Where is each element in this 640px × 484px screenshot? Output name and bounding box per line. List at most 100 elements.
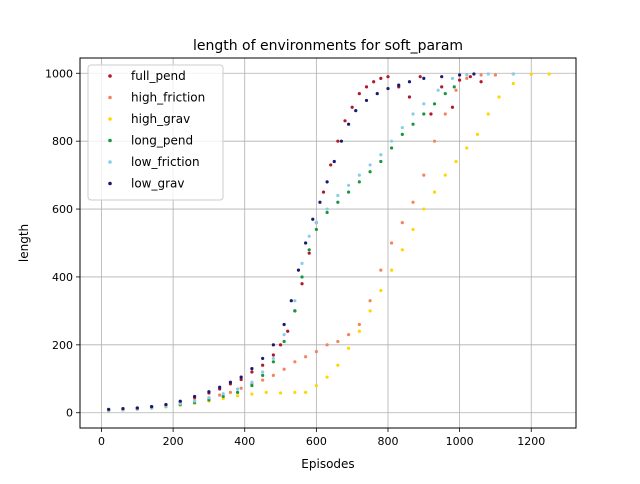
data-point — [397, 83, 401, 87]
data-point — [282, 333, 286, 337]
data-point — [375, 92, 379, 96]
data-point — [368, 163, 372, 167]
data-point — [400, 125, 404, 130]
data-point — [271, 373, 275, 377]
data-point — [389, 241, 394, 245]
data-point — [436, 88, 440, 92]
data-point — [300, 275, 304, 279]
data-point — [296, 268, 301, 272]
data-point — [325, 180, 329, 184]
y-tick-label: 1000 — [45, 67, 73, 80]
data-point — [261, 363, 265, 367]
data-point — [339, 139, 344, 143]
data-point — [368, 299, 372, 303]
y-tick-label: 0 — [66, 407, 73, 420]
series-low-grav — [107, 72, 476, 411]
data-point — [336, 200, 340, 204]
data-point — [452, 85, 456, 89]
data-point — [450, 105, 455, 109]
data-point — [400, 221, 404, 225]
data-point — [407, 95, 412, 99]
data-point — [497, 95, 501, 99]
data-point — [250, 392, 254, 396]
y-tick-label: 400 — [52, 271, 73, 284]
legend-entry: full_pend — [131, 69, 186, 83]
data-point — [107, 407, 111, 411]
data-point — [465, 73, 469, 77]
data-point — [300, 282, 304, 286]
data-point — [486, 72, 490, 76]
data-point — [454, 88, 458, 92]
data-point — [228, 390, 233, 394]
data-point — [458, 73, 462, 77]
data-point — [357, 173, 361, 177]
data-point — [454, 159, 458, 164]
y-axis-label: length — [17, 224, 31, 262]
data-point — [318, 200, 322, 204]
data-point — [432, 102, 437, 106]
data-point — [264, 390, 268, 394]
plot-frame — [79, 57, 577, 429]
data-point — [192, 394, 197, 399]
data-point — [418, 75, 422, 79]
data-point — [379, 76, 383, 80]
data-point — [325, 343, 329, 347]
data-point — [307, 248, 311, 252]
data-point — [411, 200, 415, 204]
data-point — [289, 299, 293, 303]
data-point — [304, 355, 308, 359]
data-point — [443, 112, 447, 116]
data-point — [493, 73, 498, 77]
data-point — [364, 85, 369, 89]
data-point — [282, 322, 286, 327]
data-point — [304, 241, 308, 245]
y-tick-label: 600 — [52, 203, 73, 216]
data-point — [325, 207, 329, 211]
data-point — [239, 386, 243, 390]
data-point — [261, 373, 265, 377]
data-point — [422, 173, 426, 177]
data-point — [357, 322, 361, 327]
data-point — [458, 78, 462, 82]
data-point — [400, 248, 404, 252]
data-point — [314, 350, 318, 354]
data-point — [293, 360, 297, 364]
data-point — [422, 207, 426, 211]
legend-box — [87, 64, 224, 201]
data-point — [332, 159, 336, 164]
legend-entry: high_grav — [131, 112, 190, 126]
data-point — [239, 377, 243, 382]
data-point — [411, 122, 415, 126]
data-point — [511, 81, 515, 86]
data-point — [379, 288, 383, 293]
legend-entry: low_friction — [131, 155, 200, 169]
data-point — [400, 132, 404, 136]
data-point — [164, 402, 168, 407]
data-point — [389, 268, 394, 272]
data-point — [450, 76, 455, 80]
data-point — [250, 383, 254, 388]
data-point — [368, 309, 372, 313]
data-point — [321, 190, 326, 194]
data-point — [192, 399, 197, 403]
legend-marker — [108, 138, 112, 143]
data-point — [511, 72, 515, 76]
y-axis-ticks: 0 200 400 600 800 1000 — [45, 67, 80, 420]
data-point — [250, 366, 254, 371]
data-point — [293, 309, 297, 313]
data-point — [364, 98, 369, 103]
data-point — [386, 75, 390, 79]
data-point — [286, 329, 290, 333]
data-point — [389, 139, 394, 143]
data-point — [440, 75, 444, 79]
legend-marker — [108, 181, 112, 186]
data-point — [379, 153, 383, 157]
data-point — [529, 72, 533, 76]
data-point — [235, 394, 240, 398]
legend-marker — [108, 95, 112, 100]
data-point — [314, 227, 318, 232]
data-point — [207, 390, 211, 394]
data-point — [422, 76, 426, 80]
